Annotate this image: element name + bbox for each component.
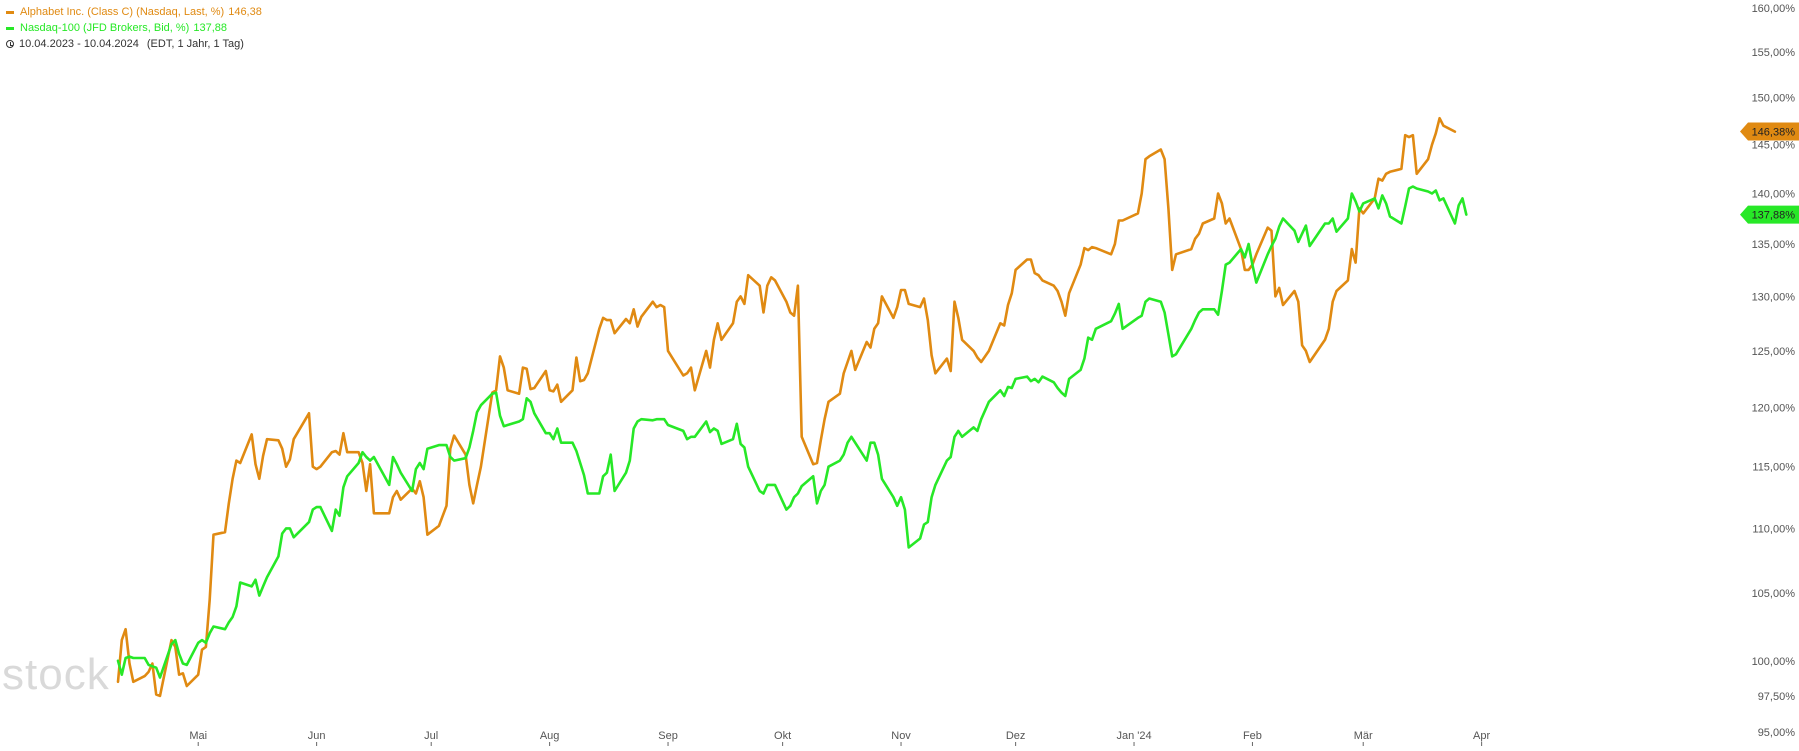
period-range: 10.04.2023 - 10.04.2024 <box>19 38 139 50</box>
x-axis: Mai Jun Jul Aug Sep Okt Nov Dez Jan '24 Feb Mär Apr <box>189 730 1491 746</box>
y-tick-label: 155,00% <box>1752 47 1796 59</box>
series-line-nasdaq[interactable] <box>116 185 1468 679</box>
y-tick-label: 105,00% <box>1752 588 1796 600</box>
x-tick-label: Apr <box>1473 730 1490 742</box>
x-tick-label: Okt <box>774 730 791 742</box>
y-axis: 95,00% 97,50% 100,00% 105,00% 110,00% 115,00%… <box>1752 3 1796 739</box>
clock-icon <box>6 40 14 48</box>
y-tick-label: 125,00% <box>1752 346 1796 358</box>
chart-legend: Alphabet Inc. (Class C) (Nasdaq, Last, %… <box>6 4 262 52</box>
y-tick-label: 120,00% <box>1752 403 1796 415</box>
y-tick-label: 115,00% <box>1752 462 1795 474</box>
series-layer[interactable] <box>116 116 1468 698</box>
y-tick-label: 160,00% <box>1752 3 1796 15</box>
legend-swatch-alphabet <box>6 10 14 14</box>
y-tick-label: 100,00% <box>1752 656 1796 668</box>
x-tick-label: Aug <box>540 730 560 742</box>
last-value-markers: 146,38% 137,88% <box>1740 122 1799 224</box>
y-tick-label: 130,00% <box>1752 291 1796 303</box>
y-tick-label: 140,00% <box>1752 188 1796 200</box>
y-tick-label: 95,00% <box>1758 727 1796 739</box>
last-value-marker-alphabet: 146,38% <box>1740 122 1799 141</box>
x-tick-label: Feb <box>1243 730 1262 742</box>
legend-item-nasdaq[interactable]: Nasdaq-100 (JFD Brokers, Bid, %) 137,88 <box>6 20 262 36</box>
legend-value-nasdaq: 137,88 <box>193 22 227 34</box>
last-value-label: 146,38% <box>1752 127 1796 139</box>
x-tick-label: Jan '24 <box>1116 730 1151 742</box>
y-tick-label: 135,00% <box>1752 239 1796 251</box>
x-tick-label: Jun <box>308 730 326 742</box>
x-tick-label: Dez <box>1006 730 1026 742</box>
last-value-tag <box>1740 122 1799 141</box>
y-tick-label: 97,50% <box>1758 691 1796 703</box>
x-tick-label: Mär <box>1354 730 1373 742</box>
x-tick-label: Jul <box>424 730 438 742</box>
watermark-logo: stock <box>2 650 110 699</box>
last-value-marker-nasdaq: 137,88% <box>1740 205 1799 224</box>
legend-period: 10.04.2023 - 10.04.2024 (EDT, 1 Jahr, 1 … <box>6 36 262 52</box>
series-line-alphabet[interactable] <box>116 116 1457 698</box>
legend-label-alphabet: Alphabet Inc. (Class C) (Nasdaq, Last, %… <box>20 6 225 18</box>
legend-value-alphabet: 146,38 <box>228 6 262 18</box>
y-tick-label: 110,00% <box>1752 523 1795 535</box>
last-value-tag <box>1740 205 1799 224</box>
x-tick-label: Sep <box>658 730 678 742</box>
legend-swatch-nasdaq <box>6 26 14 30</box>
period-note: (EDT, 1 Jahr, 1 Tag) <box>146 38 244 50</box>
y-tick-label: 150,00% <box>1752 93 1796 105</box>
x-tick-label: Nov <box>891 730 911 742</box>
x-tick-label: Mai <box>189 730 207 742</box>
y-tick-label: 145,00% <box>1752 140 1796 152</box>
legend-item-alphabet[interactable]: Alphabet Inc. (Class C) (Nasdaq, Last, %… <box>6 4 262 20</box>
last-value-label: 137,88% <box>1752 210 1796 222</box>
legend-label-nasdaq: Nasdaq-100 (JFD Brokers, Bid, %) <box>20 22 190 34</box>
